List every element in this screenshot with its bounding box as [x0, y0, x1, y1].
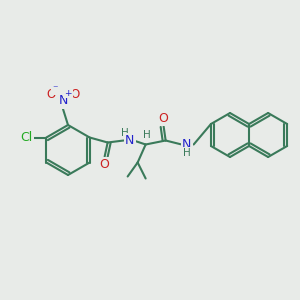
Text: O: O — [46, 88, 56, 101]
Text: O: O — [100, 158, 110, 171]
Text: N: N — [58, 94, 68, 107]
Text: H: H — [183, 148, 190, 158]
Text: O: O — [70, 88, 80, 101]
Text: N: N — [182, 138, 191, 151]
Text: N: N — [125, 134, 134, 147]
Text: +: + — [64, 88, 72, 98]
Text: Cl: Cl — [20, 131, 32, 144]
Text: H: H — [143, 130, 151, 140]
Text: ⁻: ⁻ — [52, 84, 58, 94]
Text: H: H — [121, 128, 128, 137]
Text: O: O — [159, 112, 169, 125]
